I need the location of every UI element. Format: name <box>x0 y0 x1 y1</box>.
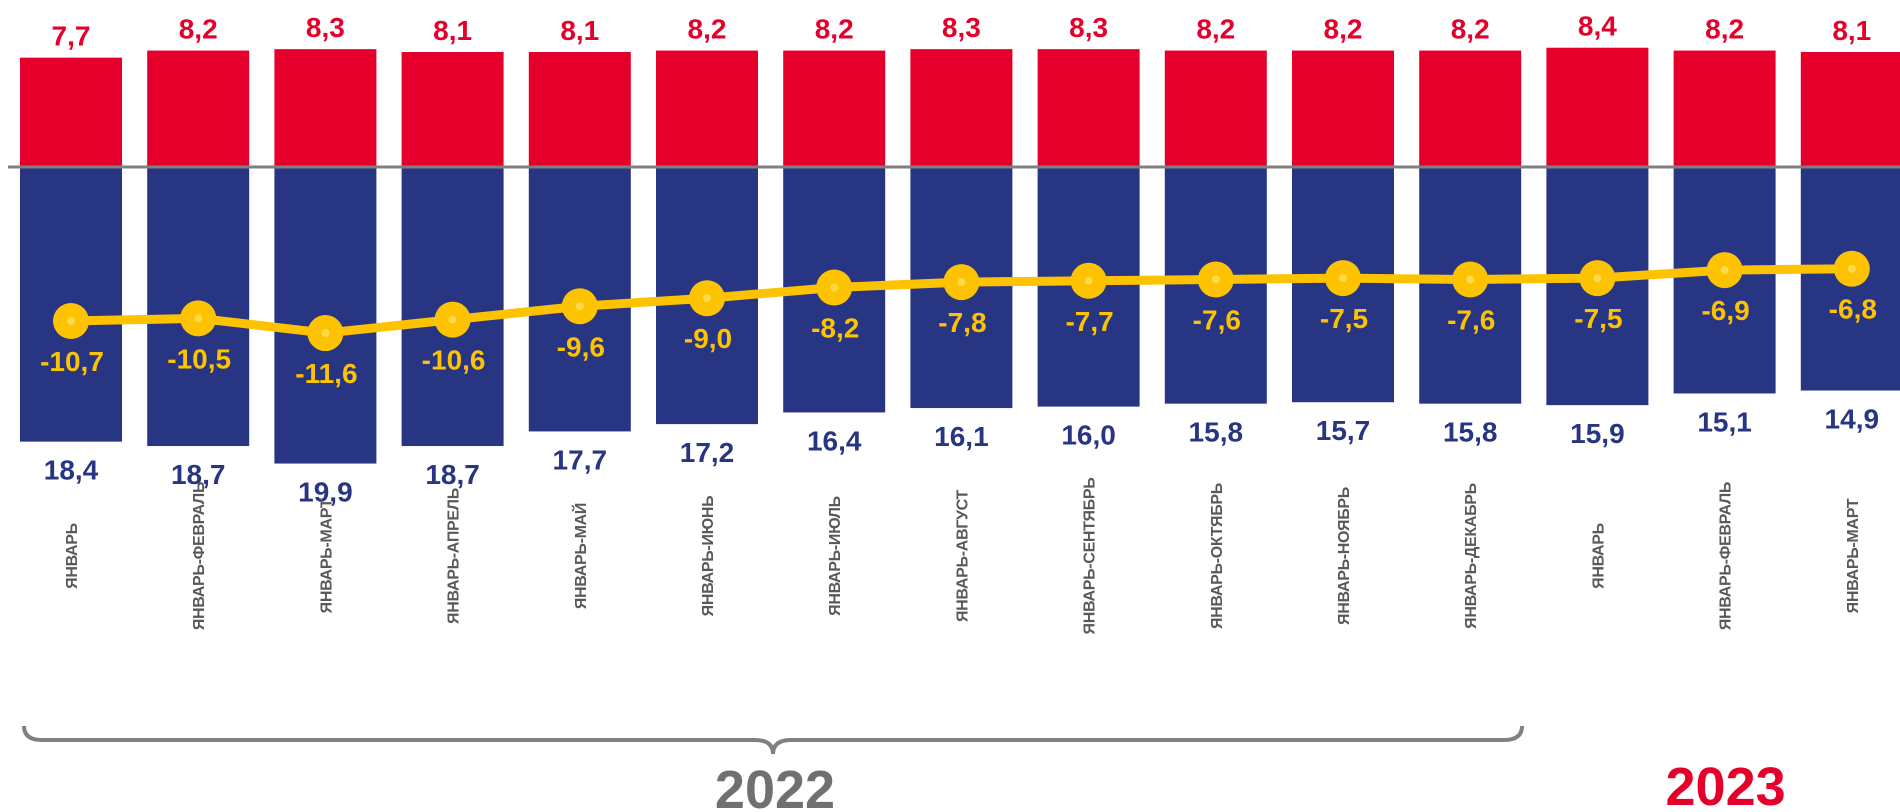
lower-bar-value-label: 17,2 <box>680 437 735 468</box>
balance-point-highlight <box>830 283 839 292</box>
balance-value-label: -10,7 <box>40 346 104 377</box>
balance-value-label: -9,6 <box>557 331 605 362</box>
category-label: ЯНВАРЬ-ОКТЯБРЬ <box>1209 483 1226 629</box>
lower-bar-value-label: 16,1 <box>934 421 989 452</box>
upper-bar <box>1164 50 1267 168</box>
category-label: ЯНВАРЬ-МАРТ <box>318 498 335 613</box>
upper-bar <box>1292 50 1394 168</box>
upper-bar <box>147 50 250 168</box>
lower-bar-value-label: 16,0 <box>1061 420 1116 451</box>
year-2022-bracket <box>22 725 1524 755</box>
category-label: ЯНВАРЬ-НОЯБРЬ <box>1336 487 1353 625</box>
data-labels: 7,7 18,4 8,2 18,7 8,3 19,9 8,1 18,7 8,1 17,7 8,2 17… <box>40 11 1879 508</box>
category-label: ЯНВАРЬ-МАРТ <box>1845 498 1862 613</box>
upper-bar-value-label: 8,2 <box>1196 14 1235 45</box>
upper-bar <box>656 50 758 168</box>
category-label: ЯНВАРЬ <box>64 523 81 589</box>
upper-bar-value-label: 8,3 <box>1069 12 1108 43</box>
lower-bar-value-label: 18,7 <box>425 459 480 490</box>
lower-bar-value-label: 15,7 <box>1316 415 1371 446</box>
upper-bar-value-label: 8,4 <box>1578 11 1617 42</box>
upper-bar-value-label: 8,2 <box>815 14 854 45</box>
upper-bar <box>1037 49 1140 167</box>
upper-bar-value-label: 8,1 <box>433 15 472 46</box>
upper-bar <box>1800 51 1900 168</box>
year-2023-label: 2023 <box>1666 757 1786 812</box>
category-label: ЯНВАРЬ-ИЮНЬ <box>700 496 717 617</box>
balance-value-label: -10,5 <box>167 343 231 374</box>
upper-bar <box>401 51 504 168</box>
balance-value-label: -9,0 <box>684 323 732 354</box>
upper-bar-value-label: 8,1 <box>560 15 599 46</box>
category-label: ЯНВАРЬ-СЕНТЯБРЬ <box>1082 478 1099 635</box>
year-groups: 2022 2023 <box>22 725 1786 812</box>
balance-point-highlight <box>1211 275 1220 284</box>
balance-value-label: -7,5 <box>1574 303 1622 334</box>
balance-value-label: -7,5 <box>1320 303 1368 334</box>
upper-bar-value-label: 8,2 <box>1451 14 1490 45</box>
balance-point-highlight <box>448 315 457 324</box>
upper-bar <box>528 51 631 168</box>
balance-point-highlight <box>703 294 711 303</box>
upper-bar <box>1419 50 1522 168</box>
balance-point-highlight <box>321 329 330 338</box>
lower-bar-value-label: 15,1 <box>1697 406 1752 437</box>
upper-bar <box>1546 47 1649 167</box>
balance-line-series <box>53 250 1870 352</box>
lower-bar-value-label: 15,8 <box>1443 417 1498 448</box>
category-label: ЯНВАРЬ-ИЮЛЬ <box>827 496 844 616</box>
balance-point-highlight <box>194 314 203 323</box>
balance-value-label: -7,7 <box>1065 306 1113 337</box>
upper-bar-value-label: 8,3 <box>942 12 981 43</box>
category-label: ЯНВАРЬ-ФЕВРАЛЬ <box>1718 482 1735 630</box>
upper-bar-value-label: 8,2 <box>179 14 218 45</box>
upper-bar-value-label: 8,2 <box>1324 14 1363 45</box>
upper-bar <box>783 50 886 168</box>
balance-point-highlight <box>1466 275 1475 284</box>
lower-bar-value-label: 18,7 <box>171 459 226 490</box>
balance-point-highlight <box>1847 264 1856 273</box>
upper-bar-value-label: 7,7 <box>52 21 91 52</box>
upper-bar <box>910 49 1013 167</box>
lower-bar-value-label: 16,4 <box>807 425 862 456</box>
upper-bar <box>1673 50 1776 168</box>
lower-bar-value-label: 15,8 <box>1189 417 1244 448</box>
upper-bar-value-label: 8,3 <box>306 12 345 43</box>
balance-value-label: -11,6 <box>295 358 357 389</box>
category-label: ЯНВАРЬ-АПРЕЛЬ <box>446 488 463 624</box>
category-label: ЯНВАРЬ-ФЕВРАЛЬ <box>191 482 208 630</box>
balance-value-label: -8,2 <box>811 313 859 344</box>
balance-point-highlight <box>957 278 966 287</box>
lower-bar-value-label: 14,9 <box>1825 404 1880 435</box>
upper-bar <box>274 49 377 167</box>
balance-point-highlight <box>1593 274 1602 283</box>
lower-bar-value-label: 17,7 <box>553 444 608 475</box>
balance-value-label: -10,6 <box>422 345 486 376</box>
category-labels: ЯНВАРЬ ЯНВАРЬ-ФЕВРАЛЬ ЯНВАРЬ-МАРТ ЯНВАРЬ-АП… <box>64 478 1862 635</box>
category-label: ЯНВАРЬ <box>1590 523 1607 589</box>
balance-point-highlight <box>575 302 584 311</box>
balance-value-label: -7,6 <box>1447 304 1495 335</box>
balance-point-highlight <box>1339 274 1347 283</box>
upper-bar <box>20 57 122 167</box>
lower-bar-value-label: 15,9 <box>1570 418 1625 449</box>
category-label: ЯНВАРЬ-МАЙ <box>571 503 590 609</box>
upper-bar-value-label: 8,1 <box>1832 15 1871 46</box>
upper-bars <box>20 47 1900 168</box>
lower-bar-value-label: 19,9 <box>298 477 353 508</box>
balance-point-highlight <box>1720 266 1729 275</box>
balance-value-label: -6,8 <box>1829 294 1877 325</box>
lower-bar-value-label: 18,4 <box>44 455 99 486</box>
category-label: ЯНВАРЬ-АВГУСТ <box>954 489 971 622</box>
balance-value-label: -7,6 <box>1193 304 1241 335</box>
balance-value-label: -7,8 <box>938 307 986 338</box>
balance-point-highlight <box>67 317 75 325</box>
balance-point-highlight <box>1084 276 1093 285</box>
year-2022-label: 2022 <box>715 760 835 812</box>
category-label: ЯНВАРЬ-ДЕКАБРЬ <box>1463 483 1480 629</box>
balance-value-label: -6,9 <box>1701 295 1749 326</box>
upper-bar-value-label: 8,2 <box>1705 14 1744 45</box>
upper-bar-value-label: 8,2 <box>688 14 727 45</box>
